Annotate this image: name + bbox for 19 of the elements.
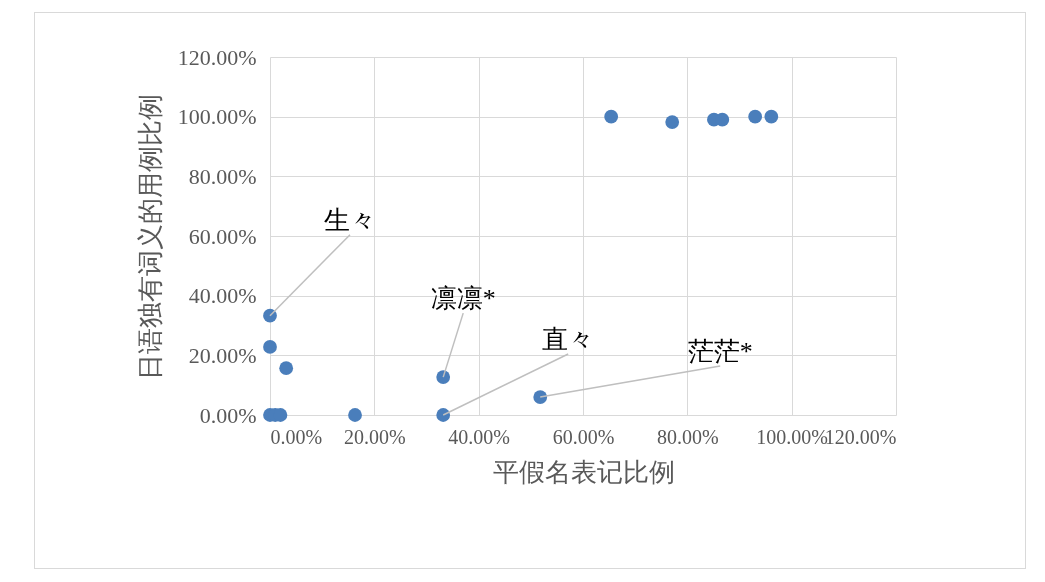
y-tick-label: 100.00% (177, 104, 257, 130)
x-axis-title: 平假名表记比例 (492, 457, 675, 487)
x-tick-label: 100.00% (756, 425, 828, 448)
annotation: 茫茫* (687, 337, 753, 367)
y-tick-label: 60.00% (188, 223, 257, 249)
annotation: 直々 (542, 325, 595, 354)
x-tick-label: 60.00% (552, 425, 615, 448)
annotation: 凛凛* (430, 284, 496, 314)
y-tick-label: 20.00% (188, 342, 257, 368)
annotation: 生々 (324, 205, 376, 235)
y-tick-label: 0.00% (199, 402, 257, 428)
y-tick-label: 80.00% (188, 163, 257, 189)
x-tick-label: 20.00% (344, 425, 406, 448)
x-tick-label: 0.00% (270, 425, 323, 448)
y-tick-label: 120.00% (177, 44, 257, 70)
x-tick-label: 80.00% (657, 425, 719, 448)
y-axis-title: 日语独有词义的用例比例 (135, 93, 165, 380)
y-tick-label: 40.00% (188, 283, 257, 309)
x-tick-label: 40.00% (448, 425, 510, 448)
